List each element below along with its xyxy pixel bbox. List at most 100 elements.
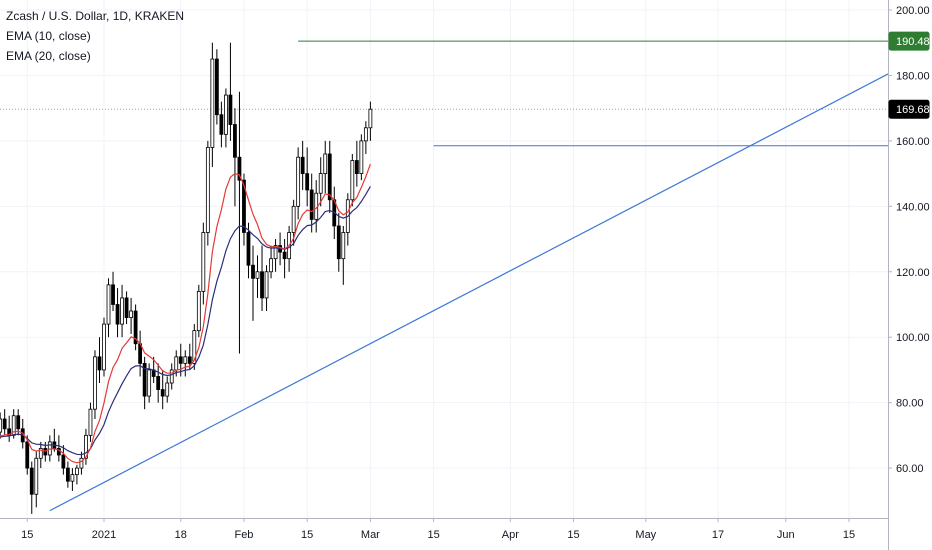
candle-body-up — [169, 369, 174, 384]
last-price-badge-text: 169.68 — [896, 104, 930, 116]
ema-lines — [0, 163, 371, 464]
chart-grid — [0, 0, 888, 518]
time-tick-label: 15 — [21, 529, 33, 541]
ema10-legend[interactable]: EMA (10, close) — [6, 29, 91, 43]
candle — [341, 225, 346, 285]
candle-body-up — [102, 323, 106, 371]
candle — [2, 409, 7, 436]
candle — [196, 284, 201, 338]
candle — [88, 402, 93, 442]
candle-body-down — [246, 232, 251, 266]
time-tick-label: 2021 — [92, 529, 116, 541]
time-tick-label: 15 — [567, 529, 579, 541]
chart-legend: Zcash / U.S. Dollar, 1D, KRAKEN EMA (10,… — [6, 6, 184, 66]
candle-body-down — [228, 94, 233, 125]
candle — [255, 255, 260, 298]
candle-body-down — [43, 448, 48, 456]
candle-body-down — [260, 271, 264, 299]
candle-body-down — [178, 356, 183, 364]
price-axis-bg — [888, 0, 932, 550]
candle — [169, 363, 174, 390]
candle-body-up — [11, 415, 16, 436]
price-tick-label: 180.00 — [896, 70, 930, 82]
candle-body-down — [327, 153, 332, 201]
ema20-line — [0, 186, 371, 456]
candle-body-up — [264, 271, 269, 299]
resistance-price-badge: 190.48 — [888, 31, 930, 51]
candle — [147, 363, 152, 403]
candle-body-up — [79, 457, 84, 469]
candle — [354, 140, 359, 187]
candle-body-down — [111, 284, 115, 305]
candle-body-up — [106, 284, 111, 325]
candle — [233, 108, 237, 207]
candle — [56, 435, 61, 462]
candle — [214, 49, 219, 125]
ema20-legend[interactable]: EMA (20, close) — [6, 49, 91, 63]
candle-body-down — [29, 467, 34, 495]
candle — [0, 412, 3, 439]
time-tick-label: Mar — [361, 529, 380, 541]
candle-body-up — [38, 448, 43, 459]
candle — [251, 245, 255, 321]
price-axis[interactable]: 200.00 180.00 160.00 140.00 120.00 100.00 80.0… — [888, 0, 932, 550]
candle — [282, 239, 287, 279]
candle-body-down — [305, 173, 310, 191]
candle-body-up — [269, 258, 273, 273]
time-tick-label: 15 — [301, 529, 313, 541]
horizontal-lines — [0, 40, 888, 147]
candle — [124, 291, 129, 325]
candle-body-up — [84, 434, 88, 459]
time-tick-label: 15 — [843, 529, 855, 541]
candle — [129, 297, 133, 334]
candle-body-up — [368, 108, 373, 129]
candle — [228, 42, 233, 141]
candle — [264, 265, 269, 312]
candle-body-down — [219, 114, 224, 135]
last-price-badge: 169.68 — [888, 99, 930, 119]
candle — [192, 324, 197, 370]
candle-body-up — [192, 330, 197, 364]
candle-body-up — [350, 160, 355, 201]
candle — [219, 101, 224, 148]
candle — [84, 428, 88, 465]
candle — [318, 157, 323, 207]
ascending-trendline[interactable] — [49, 58, 917, 512]
candle-body-up — [88, 408, 93, 436]
candle-body-up — [183, 356, 188, 364]
candle — [120, 284, 124, 338]
candle-body-down — [300, 156, 305, 175]
candle-body-up — [291, 205, 296, 233]
candle — [309, 173, 314, 233]
time-tick-label: Feb — [234, 529, 253, 541]
candle — [142, 356, 147, 410]
candle-body-down — [156, 376, 161, 390]
time-axis[interactable]: 15 2021 18 Feb 15 Mar 15 Apr 15 May 17 Jun 15 — [0, 518, 888, 550]
time-tick-label: 15 — [427, 529, 439, 541]
candle-body-down — [65, 467, 70, 482]
candle-body-up — [120, 297, 124, 325]
candle-body-down — [233, 124, 237, 158]
candle — [79, 451, 84, 475]
candle — [287, 225, 292, 272]
candle — [133, 304, 138, 351]
symbol-title[interactable]: Zcash / U.S. Dollar, 1D, KRAKEN — [6, 9, 185, 23]
candle — [305, 147, 310, 207]
candle-body-up — [224, 94, 228, 135]
candle — [160, 369, 165, 410]
candle-body-up — [165, 382, 170, 397]
candle-body-down — [282, 251, 287, 260]
candle-body-up — [75, 467, 79, 476]
candle-body-up — [341, 232, 346, 260]
candle — [273, 239, 278, 272]
candle — [359, 134, 364, 181]
candle-body-up — [318, 173, 323, 194]
candle — [25, 435, 30, 475]
candle-body-down — [133, 310, 138, 345]
candle-body-down — [187, 356, 192, 364]
candle-body-up — [174, 356, 179, 371]
candle — [224, 88, 228, 148]
candle — [246, 222, 251, 279]
candle — [156, 363, 161, 403]
